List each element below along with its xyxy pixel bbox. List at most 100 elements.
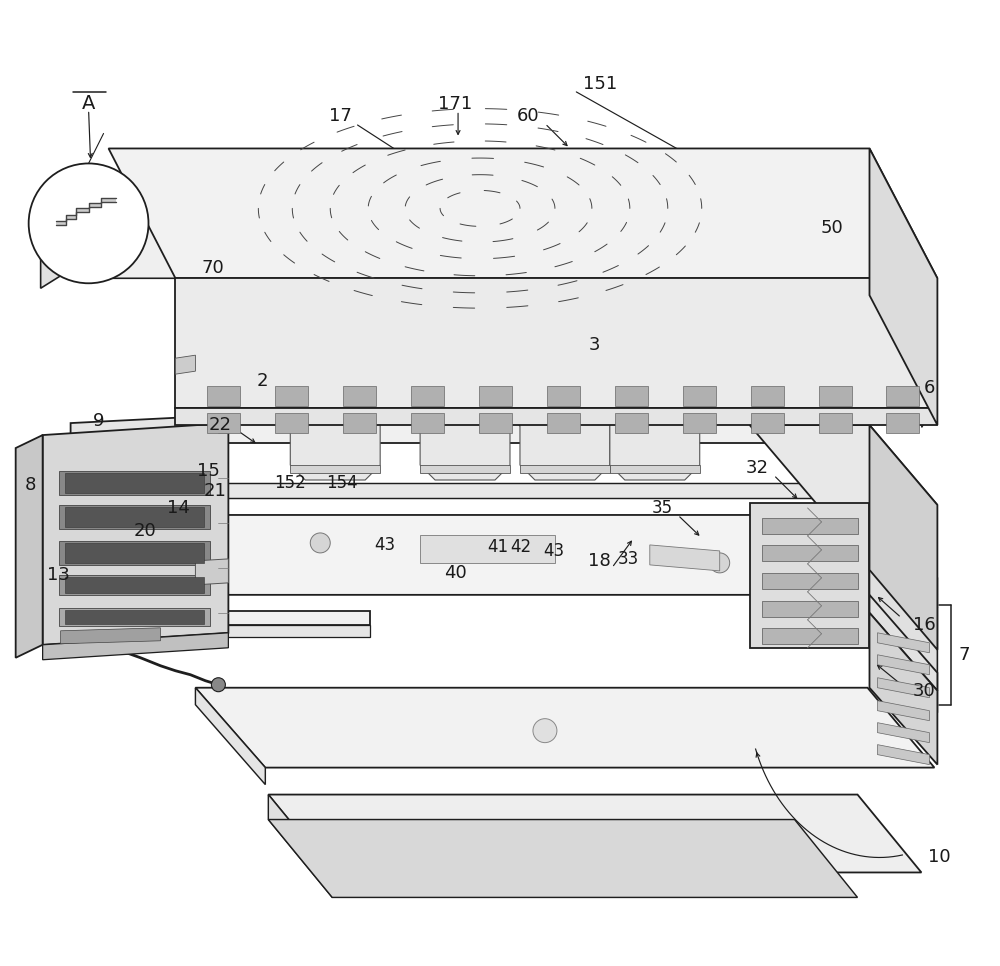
Polygon shape <box>751 413 784 433</box>
Polygon shape <box>615 386 648 406</box>
Text: 50: 50 <box>820 219 843 238</box>
Text: 35: 35 <box>651 499 672 517</box>
Text: 60: 60 <box>517 106 539 125</box>
Text: 8: 8 <box>25 476 36 494</box>
Text: 151: 151 <box>583 74 617 93</box>
Circle shape <box>211 678 225 692</box>
Polygon shape <box>762 518 858 534</box>
Text: 14: 14 <box>167 499 190 517</box>
Polygon shape <box>43 633 228 660</box>
Polygon shape <box>869 595 937 691</box>
Polygon shape <box>61 628 160 643</box>
Text: 70: 70 <box>201 259 224 277</box>
Polygon shape <box>59 541 210 565</box>
Polygon shape <box>420 411 510 480</box>
Polygon shape <box>420 465 510 473</box>
Polygon shape <box>66 625 370 637</box>
Polygon shape <box>750 503 869 648</box>
Text: 21: 21 <box>204 482 227 500</box>
Polygon shape <box>762 628 858 643</box>
Polygon shape <box>886 413 919 433</box>
Circle shape <box>533 719 557 743</box>
Polygon shape <box>520 465 610 473</box>
Text: 40: 40 <box>444 564 466 582</box>
Polygon shape <box>41 182 73 288</box>
Polygon shape <box>479 413 512 433</box>
Text: 9: 9 <box>93 412 104 430</box>
Text: 43: 43 <box>375 536 396 554</box>
Text: 154: 154 <box>326 474 358 492</box>
Polygon shape <box>175 355 195 374</box>
Polygon shape <box>290 411 380 480</box>
Polygon shape <box>520 411 610 480</box>
Polygon shape <box>195 688 265 784</box>
Text: 30: 30 <box>913 682 936 699</box>
Polygon shape <box>750 425 937 505</box>
Text: 20: 20 <box>134 522 157 540</box>
Polygon shape <box>152 483 869 498</box>
Polygon shape <box>152 423 869 443</box>
Polygon shape <box>268 819 858 897</box>
Polygon shape <box>869 533 937 713</box>
Polygon shape <box>275 386 308 406</box>
Text: 15: 15 <box>197 462 220 480</box>
Text: 10: 10 <box>928 848 951 867</box>
Polygon shape <box>869 612 937 765</box>
Text: 41: 41 <box>487 538 509 555</box>
Polygon shape <box>195 688 934 768</box>
Polygon shape <box>819 386 852 406</box>
Polygon shape <box>420 535 555 563</box>
Polygon shape <box>65 577 204 593</box>
Text: 33: 33 <box>617 550 638 568</box>
Polygon shape <box>207 386 240 406</box>
Polygon shape <box>610 411 700 480</box>
Polygon shape <box>610 465 700 473</box>
Polygon shape <box>877 678 929 697</box>
Polygon shape <box>99 515 165 611</box>
Polygon shape <box>869 498 937 608</box>
Polygon shape <box>547 413 580 433</box>
Polygon shape <box>751 386 784 406</box>
Polygon shape <box>615 413 648 433</box>
Polygon shape <box>683 386 716 406</box>
Polygon shape <box>207 413 240 433</box>
Circle shape <box>310 533 330 553</box>
Text: A: A <box>82 94 95 113</box>
Polygon shape <box>683 413 716 433</box>
Circle shape <box>29 163 148 283</box>
Polygon shape <box>66 611 370 625</box>
Text: 32: 32 <box>746 459 769 477</box>
Polygon shape <box>59 575 210 595</box>
Polygon shape <box>65 473 204 493</box>
Polygon shape <box>89 204 101 208</box>
Polygon shape <box>275 413 308 433</box>
Polygon shape <box>268 795 332 897</box>
Text: 6: 6 <box>924 379 935 397</box>
Text: 16: 16 <box>913 615 936 634</box>
Polygon shape <box>343 386 376 406</box>
Text: 13: 13 <box>47 566 70 583</box>
Text: 7: 7 <box>959 645 970 664</box>
Polygon shape <box>547 386 580 406</box>
Polygon shape <box>65 610 204 624</box>
Polygon shape <box>877 633 929 653</box>
Text: 42: 42 <box>510 538 532 555</box>
Polygon shape <box>819 413 852 433</box>
Polygon shape <box>66 215 76 219</box>
Text: 171: 171 <box>438 95 472 112</box>
Polygon shape <box>16 435 43 658</box>
Text: 3: 3 <box>589 336 601 355</box>
Text: 43: 43 <box>543 542 564 560</box>
Text: 18: 18 <box>588 552 611 570</box>
Polygon shape <box>175 278 937 408</box>
Polygon shape <box>869 149 937 425</box>
Polygon shape <box>886 386 919 406</box>
Polygon shape <box>59 505 210 529</box>
Polygon shape <box>109 149 937 278</box>
Polygon shape <box>59 471 210 495</box>
Polygon shape <box>877 723 929 743</box>
Polygon shape <box>195 559 228 584</box>
Polygon shape <box>411 413 444 433</box>
Polygon shape <box>43 423 228 644</box>
Polygon shape <box>290 465 380 473</box>
